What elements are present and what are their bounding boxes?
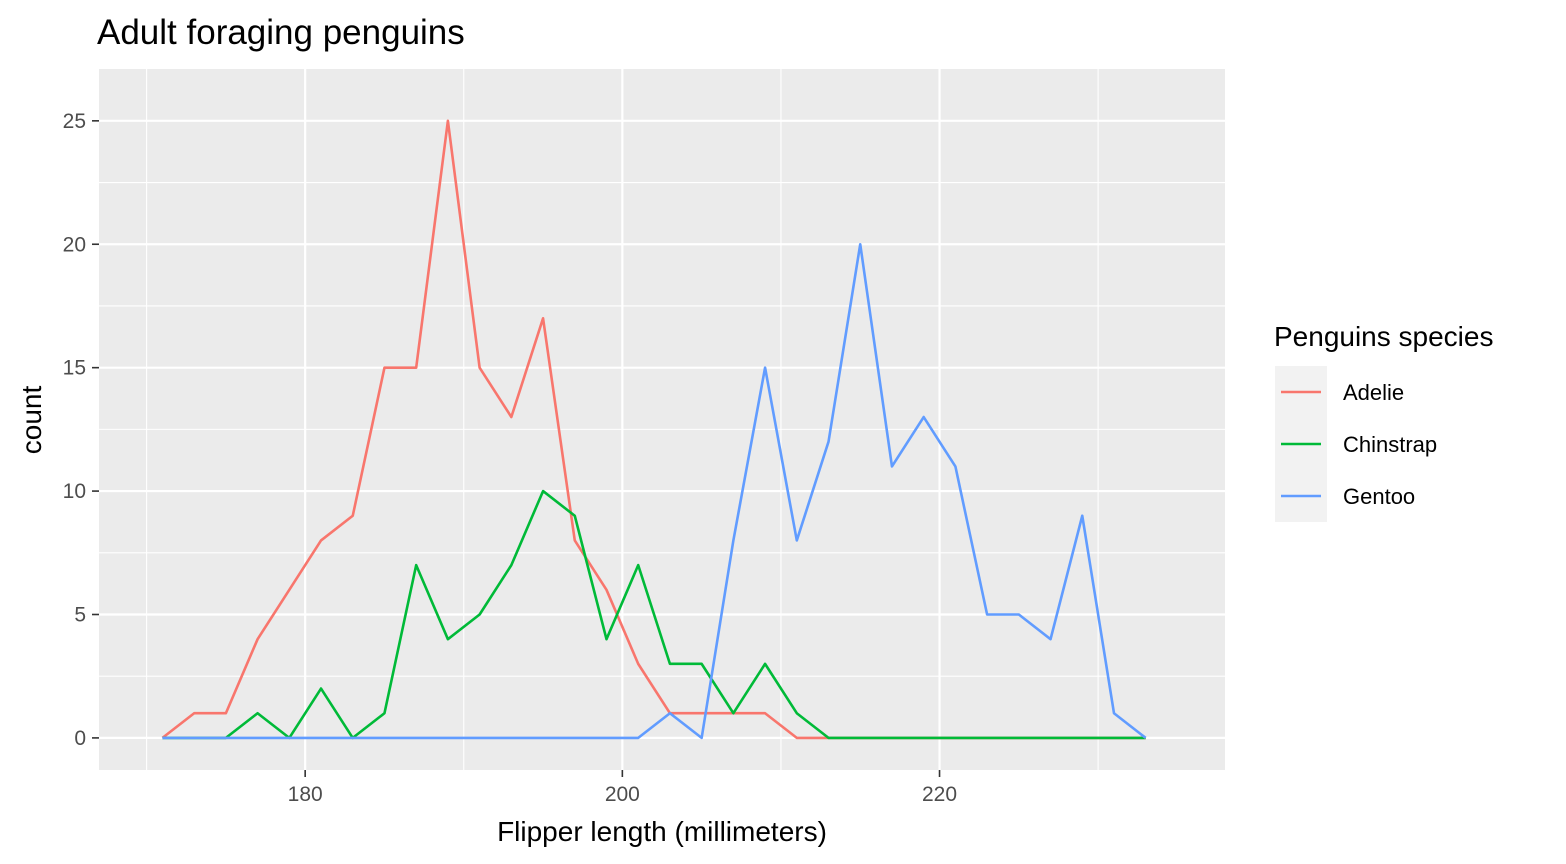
- series-lines: [161, 119, 1147, 740]
- y-tick-label: 20: [63, 233, 86, 256]
- plot-panel: [99, 69, 1225, 770]
- y-tick-label: 0: [74, 727, 86, 750]
- chart-title: Adult foraging penguins: [97, 13, 465, 52]
- series-line-gentoo: [162, 242, 1147, 740]
- y-tick-label: 5: [74, 603, 86, 626]
- x-axis-title: Flipper length (millimeters): [497, 816, 827, 847]
- series-line-chinstrap: [162, 489, 1146, 740]
- minor-gridlines: [99, 69, 1225, 770]
- y-tick-label: 15: [63, 357, 86, 380]
- legend-label-chinstrap: Chinstrap: [1343, 432, 1437, 457]
- y-axis-title: count: [16, 386, 47, 455]
- legend-label-adelie: Adelie: [1343, 380, 1404, 405]
- y-axis-ticks: 0 5 10 15 20 25: [63, 110, 99, 750]
- x-tick-label: 200: [605, 783, 640, 806]
- legend-label-gentoo: Gentoo: [1343, 484, 1415, 509]
- x-tick-label: 220: [922, 783, 957, 806]
- x-axis-ticks: 180 200 220: [288, 770, 957, 806]
- x-tick-label: 180: [288, 783, 323, 806]
- legend-title: Penguins species: [1274, 321, 1493, 352]
- y-tick-label: 10: [63, 480, 86, 503]
- y-tick-label: 25: [63, 110, 86, 133]
- legend: Penguins species Adelie Chinstrap Gentoo: [1274, 321, 1493, 522]
